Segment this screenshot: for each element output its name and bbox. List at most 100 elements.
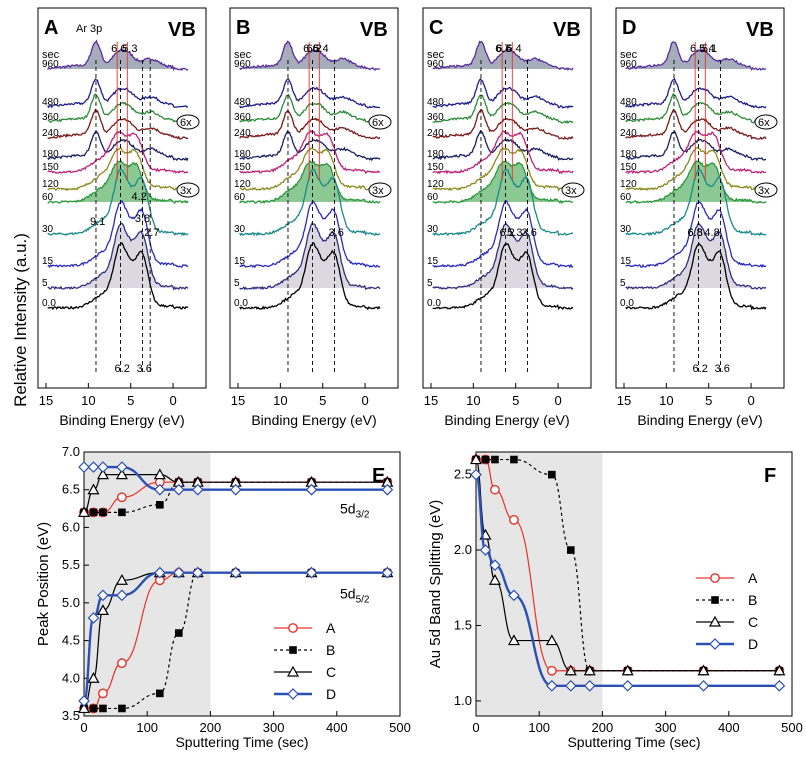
spectrum-trace bbox=[239, 110, 381, 140]
time-label: 480 bbox=[427, 97, 444, 108]
panel-c: C VBsec96048036024018015012060301550.06.6… bbox=[422, 7, 592, 428]
scale-factor-oval bbox=[176, 182, 200, 198]
x-tick-label: 500 bbox=[389, 720, 411, 735]
marker-square bbox=[567, 546, 575, 554]
x-tick-label: 400 bbox=[718, 720, 740, 735]
shaded-region bbox=[84, 452, 211, 716]
marker-diamond bbox=[78, 461, 90, 473]
peak-annotation: 3.8 bbox=[135, 213, 150, 225]
time-label: 60 bbox=[234, 192, 246, 203]
x-tick-label: 5 bbox=[319, 393, 326, 408]
peak-annotation: 4.2 bbox=[131, 191, 146, 203]
marker-triangle bbox=[469, 453, 483, 465]
spectrum-trace bbox=[432, 146, 574, 192]
spectrum-trace bbox=[47, 242, 188, 311]
peak-annotation: 2.7 bbox=[144, 227, 159, 239]
y-tick-label: 2.5 bbox=[454, 467, 472, 482]
peak-annotation: 6x bbox=[758, 117, 770, 129]
marker-diamond bbox=[508, 589, 520, 602]
marker-triangle bbox=[507, 634, 520, 646]
panel-a: A VBsec96048036024018015012060301550.0Ar … bbox=[37, 7, 207, 428]
legend-label-c: C bbox=[748, 614, 758, 630]
x-tick-label: 15 bbox=[424, 393, 438, 408]
marker-circle bbox=[490, 484, 500, 495]
spectrum-trace bbox=[239, 147, 381, 192]
time-label: 60 bbox=[42, 192, 54, 203]
scale-factor-oval bbox=[176, 114, 200, 130]
time-label: 180 bbox=[427, 149, 444, 160]
x-tick-label: 200 bbox=[592, 720, 614, 735]
panel-letter: A bbox=[44, 17, 58, 39]
panel-frame bbox=[422, 7, 592, 389]
time-label: 5 bbox=[234, 278, 240, 289]
x-tick-label: 10 bbox=[466, 393, 480, 408]
trace-fill bbox=[625, 223, 767, 290]
peak-annotation: 6.8 bbox=[687, 227, 702, 239]
peak-annotation: 6x bbox=[372, 117, 384, 129]
scale-factor-oval bbox=[561, 182, 585, 198]
spectrum-trace bbox=[239, 200, 381, 269]
marker-circle bbox=[546, 665, 557, 676]
time-label: 360 bbox=[427, 112, 444, 123]
y-tick-label: 4.0 bbox=[62, 670, 80, 685]
spectrum-trace bbox=[47, 93, 189, 124]
time-label: 360 bbox=[42, 112, 59, 123]
marker-diamond bbox=[305, 483, 318, 496]
spectrum-trace bbox=[47, 108, 189, 140]
x-tick-label: 0 bbox=[80, 720, 87, 735]
x-axis-title: Sputtering Time (sec) bbox=[567, 734, 700, 750]
x-tick-label: 500 bbox=[781, 720, 803, 735]
marker-square bbox=[548, 470, 556, 479]
spectrum-trace bbox=[625, 201, 767, 269]
panel-frame bbox=[37, 7, 207, 389]
time-label: 480 bbox=[620, 97, 637, 108]
peak-annotation: 3x bbox=[565, 185, 577, 197]
x-axis-title: Sputtering Time (sec) bbox=[175, 734, 308, 750]
x-tick-label: 200 bbox=[200, 720, 222, 735]
marker-triangle bbox=[564, 664, 577, 676]
marker-diamond bbox=[97, 589, 109, 602]
x-tick-label: 300 bbox=[263, 720, 285, 735]
time-label: 240 bbox=[427, 128, 444, 139]
marker-circle bbox=[288, 623, 298, 633]
peak-annotation: 3x bbox=[758, 185, 770, 197]
peak-annotation: 6.2 bbox=[693, 363, 708, 375]
trace-fill bbox=[432, 161, 574, 203]
marker-diamond bbox=[305, 566, 318, 579]
spectrum-trace bbox=[625, 130, 767, 162]
orbital-subscript: 5/2 bbox=[356, 595, 370, 606]
marker-diamond bbox=[697, 679, 710, 692]
marker-diamond bbox=[564, 679, 577, 692]
peak-annotation: 3x bbox=[372, 185, 384, 197]
peak-annotation: 3x bbox=[180, 185, 192, 197]
series-line-d bbox=[82, 571, 388, 703]
x-axis-title: Binding Energy (eV) bbox=[251, 412, 376, 428]
marker-diamond bbox=[153, 566, 166, 579]
time-label: 480 bbox=[234, 97, 251, 108]
marker-square bbox=[99, 508, 107, 517]
time-unit-label: sec bbox=[427, 49, 445, 61]
marker-triangle bbox=[286, 665, 300, 677]
marker-triangle bbox=[77, 702, 91, 714]
time-label: 120 bbox=[42, 179, 59, 190]
time-label: 5 bbox=[42, 278, 48, 289]
panel-letter: E bbox=[372, 465, 385, 487]
marker-circle bbox=[117, 658, 127, 669]
marker-square bbox=[289, 646, 297, 654]
marker-circle bbox=[509, 514, 519, 525]
marker-triangle bbox=[773, 664, 786, 676]
time-label: 5 bbox=[427, 278, 433, 289]
x-tick-label: 400 bbox=[326, 720, 348, 735]
marker-diamond bbox=[773, 679, 786, 692]
time-label: 5 bbox=[620, 278, 626, 289]
trace-fill bbox=[625, 161, 767, 204]
spectrum-trace bbox=[239, 242, 381, 311]
time-label: 180 bbox=[620, 149, 637, 160]
marker-diamond bbox=[229, 483, 242, 496]
legend-label-d: D bbox=[748, 636, 758, 652]
marker-triangle bbox=[545, 634, 558, 646]
time-label: 180 bbox=[42, 149, 59, 160]
spectrum-trace bbox=[625, 147, 767, 192]
marker-triangle bbox=[87, 672, 100, 683]
